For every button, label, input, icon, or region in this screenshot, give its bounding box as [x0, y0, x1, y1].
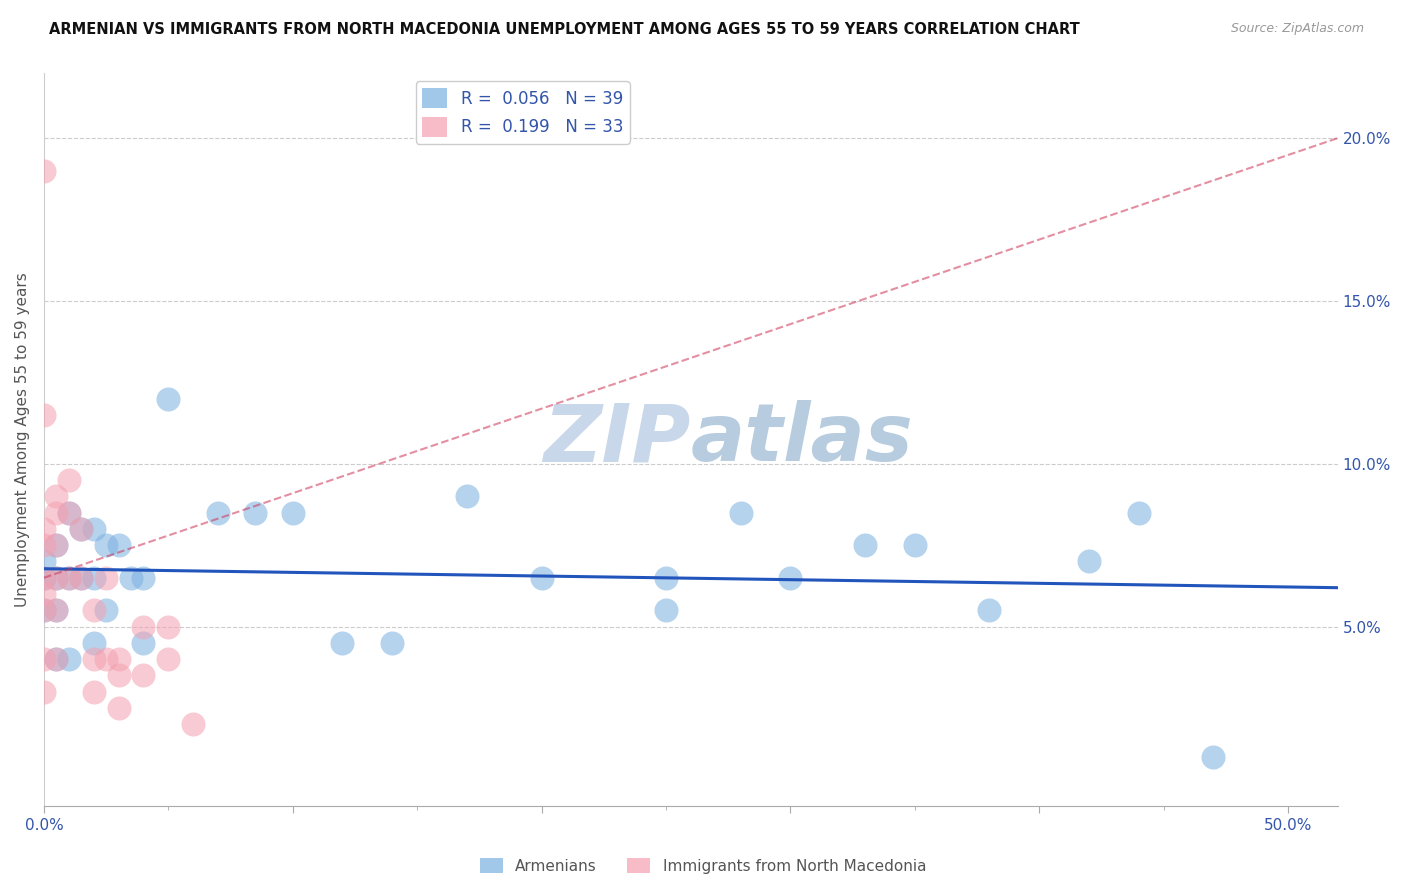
Point — [281, 506, 304, 520]
Point — [70, 571, 93, 585]
Point — [979, 603, 1001, 617]
Text: ZIP: ZIP — [544, 401, 690, 478]
Point — [655, 571, 678, 585]
Point — [45, 506, 67, 520]
Point — [70, 571, 93, 585]
Point — [779, 571, 801, 585]
Point — [332, 636, 354, 650]
Point — [45, 603, 67, 617]
Point — [58, 473, 80, 487]
Point — [132, 668, 155, 682]
Point — [32, 684, 55, 698]
Point — [107, 701, 129, 715]
Point — [32, 652, 55, 666]
Point — [655, 603, 678, 617]
Point — [32, 554, 55, 568]
Point — [94, 652, 117, 666]
Point — [32, 603, 55, 617]
Point — [45, 538, 67, 552]
Point — [70, 522, 93, 536]
Point — [83, 684, 105, 698]
Point — [58, 506, 80, 520]
Point — [32, 538, 55, 552]
Point — [32, 603, 55, 617]
Point — [157, 392, 180, 406]
Point — [132, 619, 155, 633]
Point — [45, 489, 67, 503]
Y-axis label: Unemployment Among Ages 55 to 59 years: Unemployment Among Ages 55 to 59 years — [15, 272, 30, 607]
Point — [58, 652, 80, 666]
Point — [32, 522, 55, 536]
Legend: R =  0.056   N = 39, R =  0.199   N = 33: R = 0.056 N = 39, R = 0.199 N = 33 — [416, 81, 630, 144]
Point — [157, 619, 180, 633]
Point — [94, 538, 117, 552]
Point — [83, 603, 105, 617]
Point — [107, 652, 129, 666]
Text: ARMENIAN VS IMMIGRANTS FROM NORTH MACEDONIA UNEMPLOYMENT AMONG AGES 55 TO 59 YEA: ARMENIAN VS IMMIGRANTS FROM NORTH MACEDO… — [49, 22, 1080, 37]
Point — [45, 652, 67, 666]
Text: atlas: atlas — [690, 401, 914, 478]
Point — [45, 571, 67, 585]
Point — [1077, 554, 1099, 568]
Point — [58, 506, 80, 520]
Point — [904, 538, 927, 552]
Text: 50.0%: 50.0% — [1264, 818, 1312, 833]
Point — [181, 717, 204, 731]
Point — [32, 163, 55, 178]
Point — [1202, 750, 1225, 764]
Point — [94, 571, 117, 585]
Point — [94, 603, 117, 617]
Point — [58, 571, 80, 585]
Point — [32, 587, 55, 601]
Point — [207, 506, 229, 520]
Point — [730, 506, 752, 520]
Point — [45, 571, 67, 585]
Point — [1128, 506, 1150, 520]
Point — [157, 652, 180, 666]
Point — [45, 603, 67, 617]
Point — [381, 636, 404, 650]
Point — [83, 522, 105, 536]
Point — [83, 636, 105, 650]
Point — [853, 538, 876, 552]
Point — [58, 571, 80, 585]
Point — [132, 636, 155, 650]
Point — [32, 571, 55, 585]
Text: 0.0%: 0.0% — [24, 818, 63, 833]
Text: Source: ZipAtlas.com: Source: ZipAtlas.com — [1230, 22, 1364, 36]
Point — [32, 408, 55, 422]
Point — [32, 571, 55, 585]
Point — [120, 571, 142, 585]
Legend: Armenians, Immigrants from North Macedonia: Armenians, Immigrants from North Macedon… — [474, 852, 932, 880]
Point — [45, 538, 67, 552]
Point — [530, 571, 553, 585]
Point — [245, 506, 267, 520]
Point — [456, 489, 478, 503]
Point — [107, 538, 129, 552]
Point — [107, 668, 129, 682]
Point — [83, 571, 105, 585]
Point — [45, 652, 67, 666]
Point — [70, 522, 93, 536]
Point — [132, 571, 155, 585]
Point — [83, 652, 105, 666]
